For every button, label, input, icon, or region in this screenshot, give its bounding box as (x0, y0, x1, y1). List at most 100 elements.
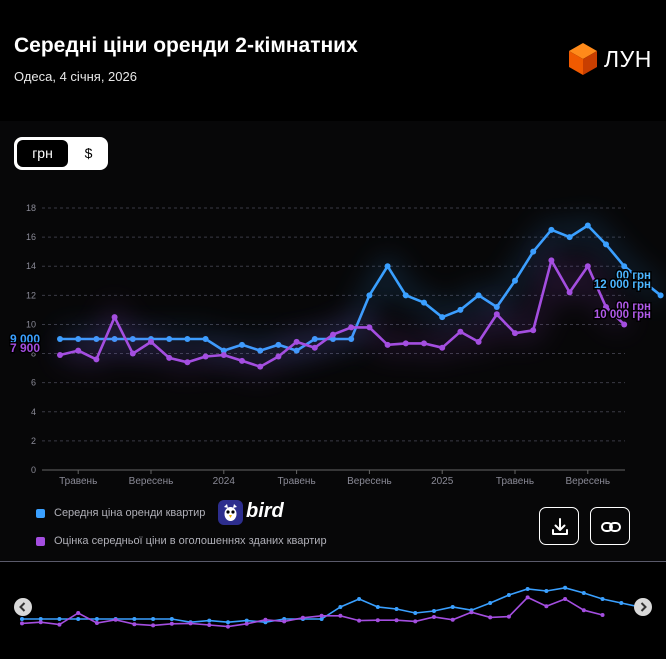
navigator-point (375, 618, 380, 623)
navigator-point (600, 613, 605, 617)
currency-option-uah[interactable]: грн (17, 140, 68, 167)
navigator-point (132, 622, 137, 627)
data-point-avg-rent (566, 234, 573, 241)
data-point-listing-estimate (566, 289, 573, 296)
navigator-scroll-left[interactable] (14, 598, 32, 616)
data-point-listing-estimate (475, 338, 482, 345)
navigator-point (263, 617, 268, 622)
navigator-point (600, 597, 605, 601)
data-point-avg-rent (202, 336, 209, 342)
navigator-point (394, 607, 399, 611)
data-point-avg-rent (184, 336, 191, 342)
navigator-point (76, 611, 81, 615)
navigator-point (563, 585, 568, 590)
data-point-listing-estimate (129, 350, 136, 357)
navigator-point (151, 623, 156, 628)
navigator-point (188, 621, 193, 626)
x-tick-label: Травень (59, 476, 97, 487)
data-point-avg-rent (603, 241, 609, 248)
chart-header: Середні ціни оренди 2-кімнатних Одеса, 4… (0, 0, 666, 121)
navigator-point (488, 601, 493, 605)
data-point-avg-rent (657, 292, 664, 299)
y-tick-label: 2 (31, 436, 36, 446)
y-tick-label: 10 (26, 319, 36, 329)
price-line-chart: 18 16 14 12 10 8 6 4 2 0 Травень Вересень 2024 Травен… (8, 203, 665, 487)
start-label-listing-estimate: 7 900 (10, 341, 40, 355)
data-point-listing-estimate (330, 331, 336, 338)
x-tick-label: Вересень (347, 476, 392, 487)
navigator-point (432, 615, 436, 619)
legend-label: Оцінка середньої ціни в оголошеннях здан… (54, 535, 327, 547)
navigator-scroll-right[interactable] (634, 598, 652, 616)
legend-label: Середня ціна оренди квартир (54, 507, 206, 519)
navigator-line-listing-estimate (21, 596, 603, 628)
navigator-point (544, 589, 549, 593)
navigator-point (226, 620, 230, 625)
data-point-avg-rent (439, 314, 446, 321)
navigator-point (488, 615, 493, 620)
chevron-right-icon (640, 602, 647, 612)
data-point-listing-estimate (57, 352, 63, 359)
data-point-avg-rent (348, 336, 355, 342)
download-button[interactable] (539, 507, 579, 545)
data-point-listing-estimate (93, 356, 100, 363)
navigator-point (132, 617, 137, 621)
navigator-point (244, 621, 249, 626)
navigator-point (319, 617, 324, 621)
lun-logo-text: ЛУН (604, 46, 652, 72)
bird-icon (218, 500, 243, 525)
navigator-point (113, 617, 118, 622)
chart-title: Середні ціни оренди 2-кімнатних (14, 34, 358, 57)
navigator-point (57, 622, 62, 627)
navigator-point (282, 619, 287, 624)
lun-logo[interactable]: ЛУН (568, 42, 658, 78)
currency-option-usd[interactable]: $ (84, 145, 93, 161)
navigator-point (38, 617, 43, 621)
navigator-point (20, 621, 24, 626)
download-icon (552, 518, 568, 535)
data-point-avg-rent (402, 292, 409, 299)
navigator-point (57, 617, 62, 621)
navigator-point (413, 619, 418, 624)
data-point-avg-rent (548, 226, 555, 233)
navigator-point (394, 618, 399, 623)
data-point-avg-rent (384, 263, 391, 270)
data-point-avg-rent (257, 347, 264, 354)
navigator-point (432, 609, 436, 613)
bird-logo-text: bird (246, 500, 284, 522)
data-point-listing-estimate (257, 363, 264, 370)
end-label-listing-estimate: 10 000 грн (594, 309, 651, 321)
navigator-point (413, 611, 418, 615)
data-point-avg-rent (57, 336, 63, 342)
navigator-point (563, 597, 568, 601)
start-label-avg-rent: 9 000 (10, 332, 40, 346)
data-point-listing-estimate (166, 354, 173, 361)
data-point-listing-estimate (603, 303, 609, 310)
series-line-avg-rent (60, 224, 662, 352)
bird-logo[interactable]: bird (218, 500, 298, 526)
series-glow (58, 241, 630, 375)
chevron-left-icon (19, 602, 26, 612)
data-point-listing-estimate (239, 357, 245, 364)
navigator-point (169, 617, 174, 621)
navigator-point (207, 618, 212, 623)
navigator-point (506, 614, 511, 619)
data-point-listing-estimate (439, 344, 446, 351)
data-point-avg-rent (530, 248, 537, 255)
navigator-mini-chart[interactable] (0, 563, 666, 659)
x-tick-label: 2025 (431, 476, 454, 487)
y-tick-label: 6 (31, 378, 36, 388)
share-link-button[interactable] (590, 507, 630, 545)
navigator-point (169, 621, 174, 626)
data-point-listing-estimate (457, 328, 464, 335)
end-label-listing-estimate-partial: 00 грн (616, 301, 651, 313)
navigator-point (581, 608, 586, 613)
navigator-point (450, 605, 455, 609)
data-point-avg-rent (457, 306, 464, 313)
data-point-listing-estimate (111, 314, 118, 321)
data-point-listing-estimate (293, 338, 300, 345)
legend-swatch-purple (36, 537, 45, 546)
legend-swatch-blue (36, 509, 45, 518)
y-tick-label: 8 (31, 349, 36, 359)
y-tick-label: 16 (26, 232, 36, 242)
